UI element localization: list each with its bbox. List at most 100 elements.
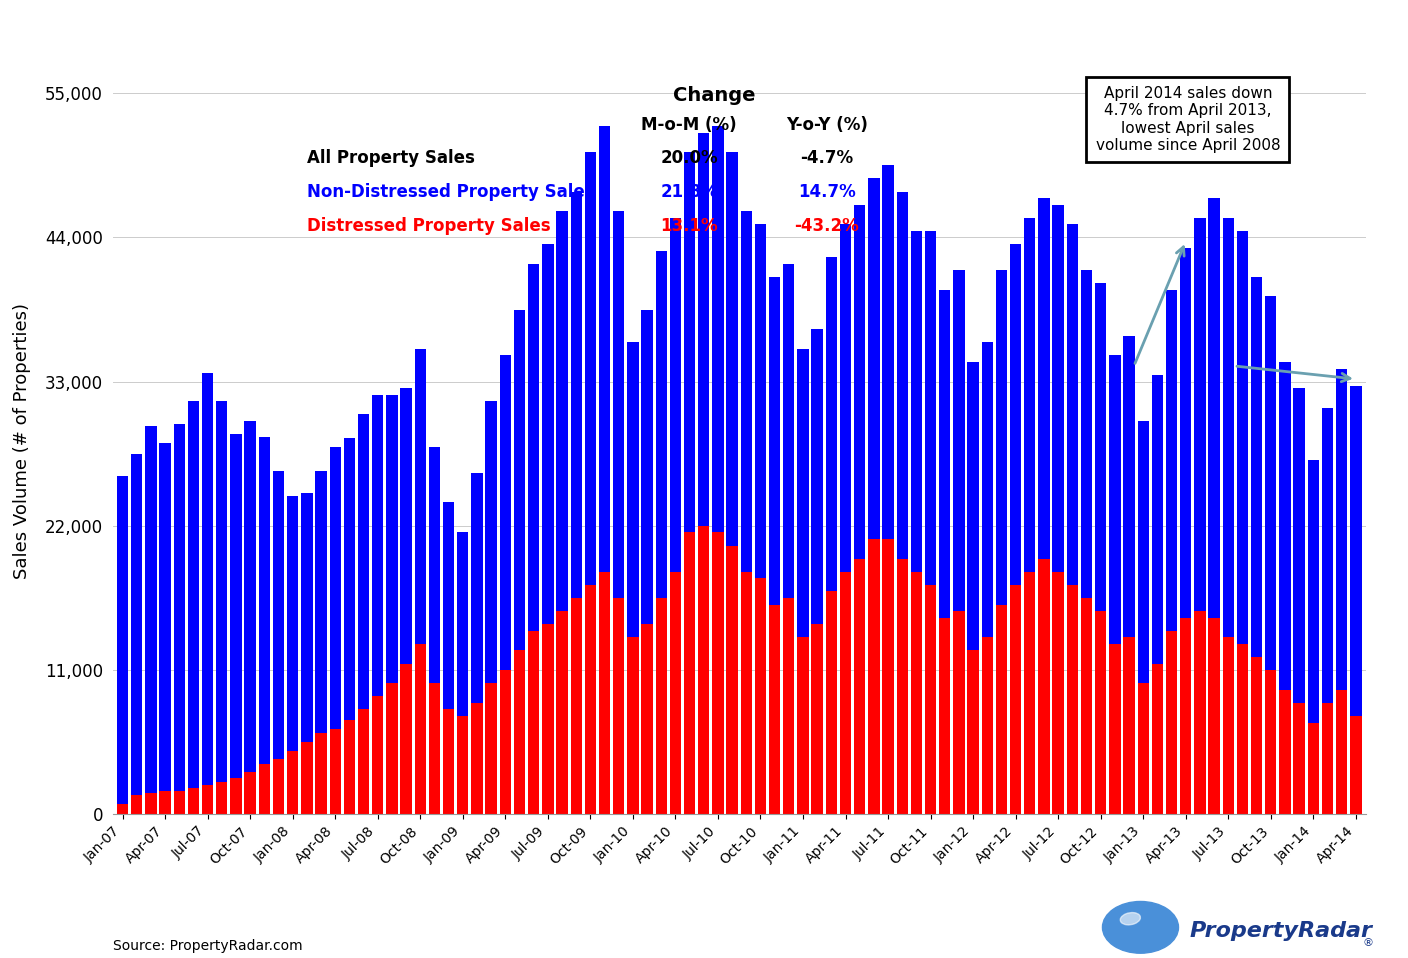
Bar <box>1350 716 1362 814</box>
Bar <box>315 733 327 814</box>
Bar <box>1024 572 1035 814</box>
Bar <box>769 277 780 604</box>
Bar <box>528 263 539 630</box>
Text: Distressed Property Sales: Distressed Property Sales <box>307 217 551 235</box>
Bar <box>1180 248 1191 618</box>
Bar <box>273 760 284 814</box>
Bar <box>1166 290 1177 630</box>
Text: 14.7%: 14.7% <box>798 183 856 201</box>
Bar <box>344 438 355 719</box>
Bar <box>612 212 624 598</box>
Bar <box>1208 618 1219 814</box>
Bar <box>1222 217 1233 637</box>
Bar <box>939 618 950 814</box>
Bar <box>825 591 836 814</box>
Bar <box>486 683 497 814</box>
Bar <box>883 166 894 539</box>
Bar <box>911 231 922 572</box>
Bar <box>741 572 752 814</box>
Bar <box>329 729 341 814</box>
Bar <box>1038 559 1049 814</box>
Bar <box>981 342 993 637</box>
Bar <box>386 395 397 683</box>
Bar <box>570 598 582 814</box>
Bar <box>825 257 836 591</box>
Bar <box>897 192 908 559</box>
Bar <box>287 495 298 751</box>
Bar <box>1250 277 1263 657</box>
Bar <box>1180 618 1191 814</box>
Bar <box>131 454 142 794</box>
Bar <box>797 637 808 814</box>
Text: -43.2%: -43.2% <box>794 217 859 235</box>
Text: PropertyRadar: PropertyRadar <box>1190 921 1373 941</box>
Bar <box>486 401 497 683</box>
Bar <box>883 539 894 814</box>
Bar <box>187 401 199 788</box>
Bar <box>1052 205 1064 572</box>
Bar <box>145 793 156 814</box>
Bar <box>953 611 964 814</box>
Bar <box>329 447 341 729</box>
Bar <box>315 470 327 733</box>
Bar <box>1152 376 1163 664</box>
Bar <box>1138 683 1149 814</box>
Bar <box>1038 198 1049 559</box>
Bar <box>301 742 313 814</box>
Bar <box>386 683 397 814</box>
Bar <box>656 598 667 814</box>
Bar <box>684 533 696 814</box>
Bar <box>839 572 852 814</box>
Text: 21.8%: 21.8% <box>660 183 718 201</box>
Bar <box>259 437 270 764</box>
Bar <box>670 572 681 814</box>
Bar <box>542 625 553 814</box>
Bar <box>245 421 256 772</box>
Bar <box>598 572 610 814</box>
Circle shape <box>1102 901 1178 953</box>
Bar <box>642 625 653 814</box>
Text: Change: Change <box>673 86 755 104</box>
Bar <box>556 611 567 814</box>
Bar <box>145 426 156 793</box>
Bar <box>839 224 852 572</box>
Text: M-o-M (%): M-o-M (%) <box>641 116 736 133</box>
Text: 13.1%: 13.1% <box>660 217 718 235</box>
Bar <box>670 217 681 572</box>
Bar <box>173 790 184 814</box>
Bar <box>897 559 908 814</box>
Bar <box>414 644 425 814</box>
Bar <box>911 572 922 814</box>
Bar <box>727 152 738 545</box>
Bar <box>414 349 425 644</box>
Bar <box>598 126 610 572</box>
Bar <box>1280 362 1291 690</box>
Bar <box>131 794 142 814</box>
Bar <box>1294 388 1305 703</box>
Bar <box>542 244 553 625</box>
Bar <box>201 373 213 786</box>
Bar <box>259 764 270 814</box>
Text: Y-o-Y (%): Y-o-Y (%) <box>786 116 867 133</box>
Bar <box>1322 703 1333 814</box>
Bar <box>925 585 936 814</box>
Bar <box>514 650 525 814</box>
Bar <box>1322 408 1333 703</box>
Bar <box>869 178 880 539</box>
Bar <box>797 349 808 637</box>
Bar <box>117 476 128 804</box>
Bar <box>1236 231 1247 644</box>
Bar <box>287 751 298 814</box>
Bar <box>1194 611 1205 814</box>
Bar <box>939 290 950 618</box>
Bar <box>173 423 184 790</box>
Bar <box>372 696 383 814</box>
Bar <box>855 205 866 559</box>
Bar <box>528 630 539 814</box>
Bar <box>117 804 128 814</box>
Bar <box>1250 657 1263 814</box>
Bar <box>472 473 483 703</box>
Bar <box>769 604 780 814</box>
Bar <box>344 719 355 814</box>
Bar <box>995 270 1007 604</box>
